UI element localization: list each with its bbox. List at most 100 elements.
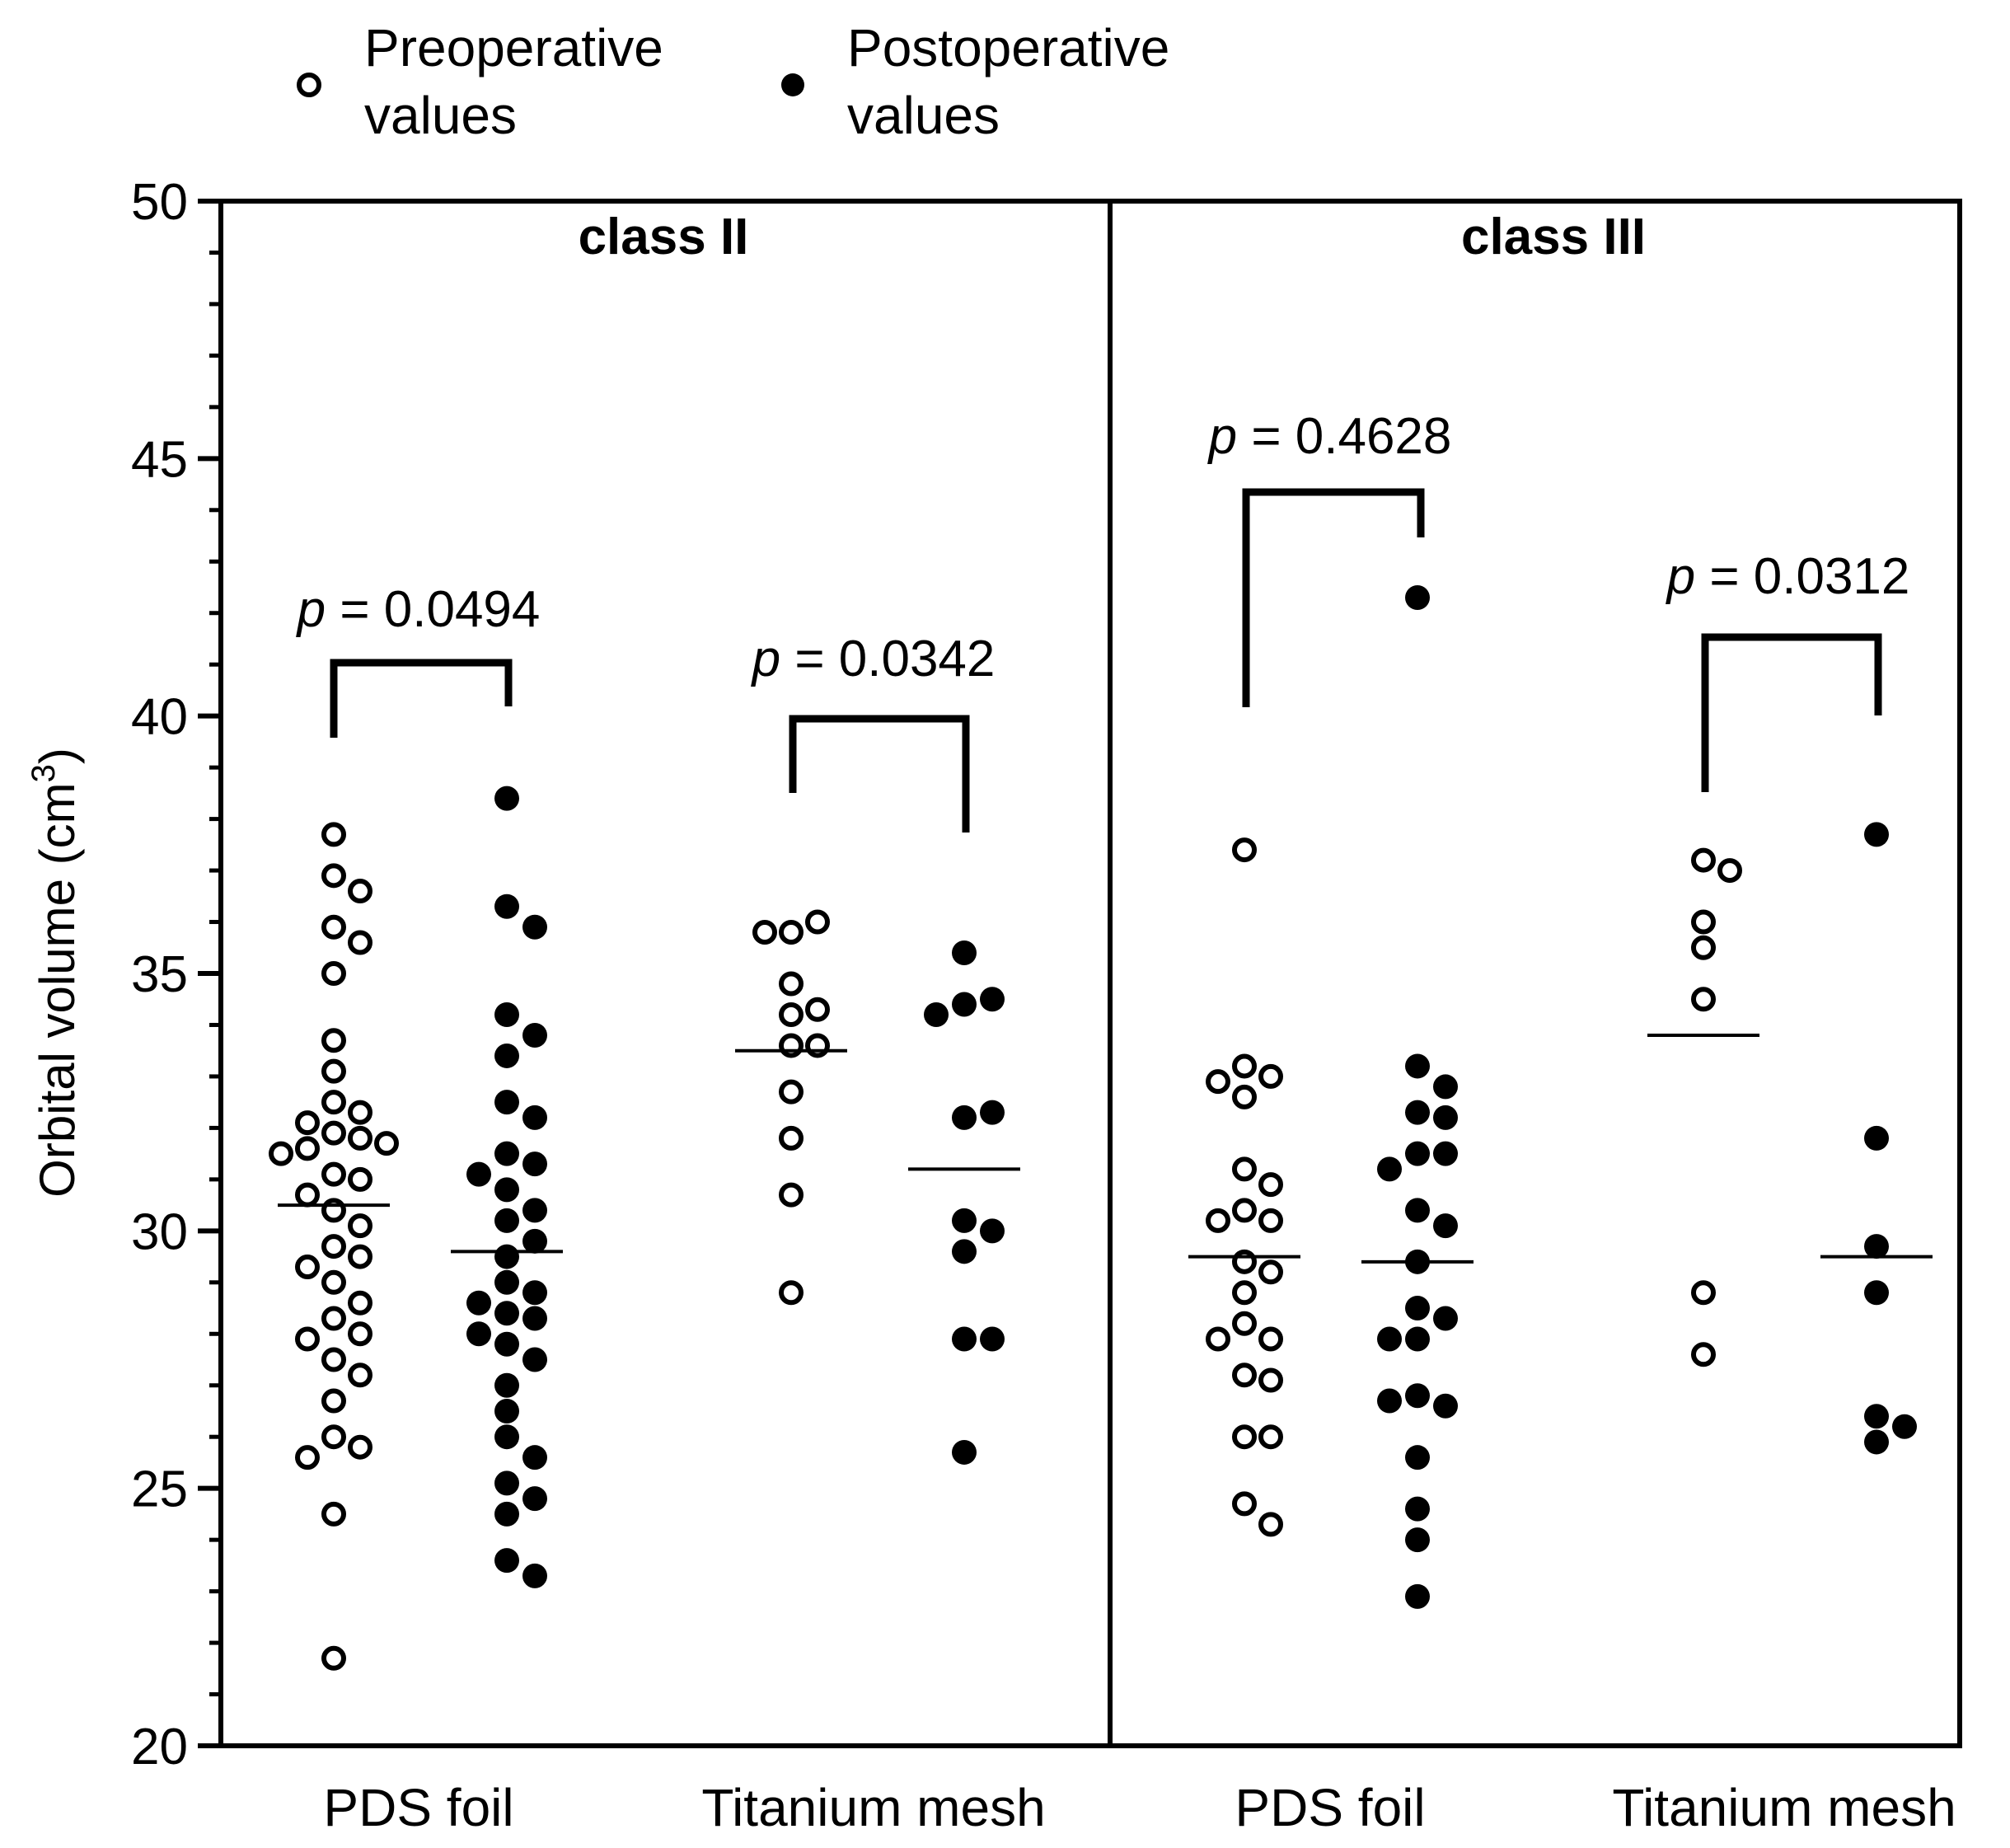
class-iii-pds-foil-pre-point [1258,1367,1283,1393]
class-iii-pds-foil-post-point [1405,1496,1430,1522]
class-ii-pds-foil-significance-bracket [330,659,513,738]
class-ii-pds-foil-pre-point [348,1125,372,1151]
class-ii-pds-foil-post-point [522,1228,547,1254]
class-ii-pds-foil-post-point [522,1486,547,1512]
class-ii-pds-foil-pre-point [321,1347,346,1372]
class-ii-titanium-mesh-pre-point [805,997,830,1022]
p-symbol: p [751,631,780,687]
class-iii-pds-foil-category-label: PDS foil [1235,1778,1425,1837]
class-ii-pds-foil-post-point [522,1022,547,1048]
class-ii-pds-foil-pre-point [321,1645,346,1671]
data-layer: p = 0.0494 PDS foil p = 0.0342 Titanium mes… [269,408,1956,1837]
class-ii-pds-foil-pre-point [321,1161,346,1187]
class-ii-pds-foil-post-point [466,1161,491,1187]
class-iii-pds-foil-pre-point [1258,1172,1283,1198]
class-iii-titanium-mesh-post-point [1864,1429,1889,1455]
class-iii-pds-foil-post-point [1405,1053,1430,1079]
class-ii-pds-foil-post-point [522,1198,547,1223]
class-iii-pds-foil-post-point [1433,1213,1458,1239]
class-ii-pds-foil-pre-point [321,1501,346,1527]
class-iii-pds-foil-post-point [1433,1306,1458,1331]
p-symbol: p [1666,548,1695,605]
legend-marker-postoperative [781,73,804,96]
class-ii-pds-foil-pre-point [348,1290,372,1316]
class-iii-pds-foil-pre-point [1232,1084,1257,1109]
y-tick-label: 30 [131,1203,188,1260]
class-ii-pds-foil-post-point [494,1177,519,1203]
class-ii-titanium-mesh-pre-point [752,920,777,945]
class-ii-pds-foil-pre-point [321,961,346,986]
y-axis: 20 25 30 35 40 45 50 [131,174,221,1775]
class-iii-pds-foil-post-point [1377,1156,1402,1182]
class-iii-titanium-mesh-post-point [1864,1125,1889,1151]
class-ii-titanium-mesh-pre-point [805,1033,830,1058]
class-iii-pds-foil-pre-point [1232,837,1257,863]
class-ii-pds-foil-post-point [494,1269,519,1295]
class-iii-pds-foil-pre-point [1258,1512,1283,1537]
class-ii-pds-foil-pre-point [348,1213,372,1239]
class-iii-titanium-mesh-pre-point [1691,1280,1716,1306]
class-iii-pds-foil-pre-point [1206,1208,1230,1233]
legend-label-preoperative-line1: Preoperative [364,18,663,77]
p-value-text: = 0.0494 [326,581,540,638]
panel-title-class-ii: class II [579,209,749,265]
legend: Preoperative values Postoperative values [297,18,1169,145]
class-iii-pds-foil-pre-point [1258,1424,1283,1450]
class-ii-pds-foil-post-point [494,1141,519,1166]
class-ii-titanium-mesh-pre-point [779,1079,804,1105]
class-ii-titanium-mesh-post-point [980,987,1005,1012]
class-ii-pds-foil-post-point [522,1151,547,1177]
class-ii-pds-foil-post-point [494,1301,519,1326]
class-ii-pds-foil-post-point [494,786,519,811]
class-ii-pds-foil-post-point [494,1331,519,1357]
class-ii-titanium-mesh-post-point [924,1001,949,1027]
class-ii-pds-foil-pre-point [374,1131,399,1156]
y-tick-label: 20 [131,1719,188,1775]
class-ii-pds-foil-post-point [522,1306,547,1331]
class-iii-pds-foil-post-point [1405,1583,1430,1609]
y-tick-label: 40 [131,689,188,746]
class-iii-pds-foil-pre-point [1232,1491,1257,1517]
plot-frame [218,199,1962,1748]
class-ii-pds-foil-pre-point [269,1141,293,1166]
class-iii-pds-foil-post-point [1405,1100,1430,1125]
y-axis-label: Orbital volume (cm3) [26,748,85,1198]
y-axis-label-superscript: 3 [26,764,62,782]
class-iii-pds-foil-post-point [1377,1388,1402,1414]
class-ii-pds-foil-post-point [466,1321,491,1347]
p-value-text: = 0.0312 [1695,548,1909,605]
class-ii-titanium-mesh-post-point [980,1100,1005,1125]
class-iii-titanium-mesh-pre-point [1691,847,1716,873]
class-iii-titanium-mesh-post-point [1864,822,1889,847]
class-ii-pds-foil-pre-point [295,1445,320,1470]
y-tick-label: 50 [131,174,188,231]
class-ii-pds-foil-pre-point [321,1234,346,1259]
class-ii-pds-foil-pre-point [321,1058,346,1084]
class-ii-pds-foil-pre-point [321,863,346,889]
class-ii-pds-foil-post-point [522,1280,547,1306]
class-iii-pds-foil-post-point [1405,1296,1430,1321]
class-iii-pds-foil-post-point [1433,1393,1458,1419]
class-iii-titanium-mesh-post-point [1892,1414,1917,1439]
class-ii-pds-foil-pre-point [321,1424,346,1450]
class-iii-pds-foil-pre-point [1206,1069,1230,1095]
class-ii-titanium-mesh-pre-point [779,920,804,945]
class-ii-pds-foil-post-point [494,1043,519,1068]
class-iii-pds-foil-post-point [1405,1141,1430,1166]
class-ii-pds-foil-pre-point [321,914,346,940]
class-ii-titanium-mesh-pre-point [779,1182,804,1208]
class-ii-pds-foil-pre-point [295,1136,320,1161]
class-ii-titanium-mesh-post-point [952,1326,977,1352]
class-ii-pds-foil-post-point [522,1445,547,1470]
class-iii-pds-foil-pre-point [1232,1311,1257,1336]
class-ii-pds-foil-pre-point [348,1434,372,1460]
class-ii-pds-foil-pre-point [321,1028,346,1053]
class-ii-pds-foil-pre-point [295,1110,320,1136]
class-iii-pds-foil-pre-point [1232,1363,1257,1388]
class-ii-pds-foil-pre-point [321,1090,346,1115]
class-ii-pds-foil-post-point [494,1548,519,1574]
p-symbol: p [1207,408,1237,465]
class-ii-pds-foil-post-point [494,1372,519,1398]
legend-label-preoperative-line2: values [364,86,517,145]
